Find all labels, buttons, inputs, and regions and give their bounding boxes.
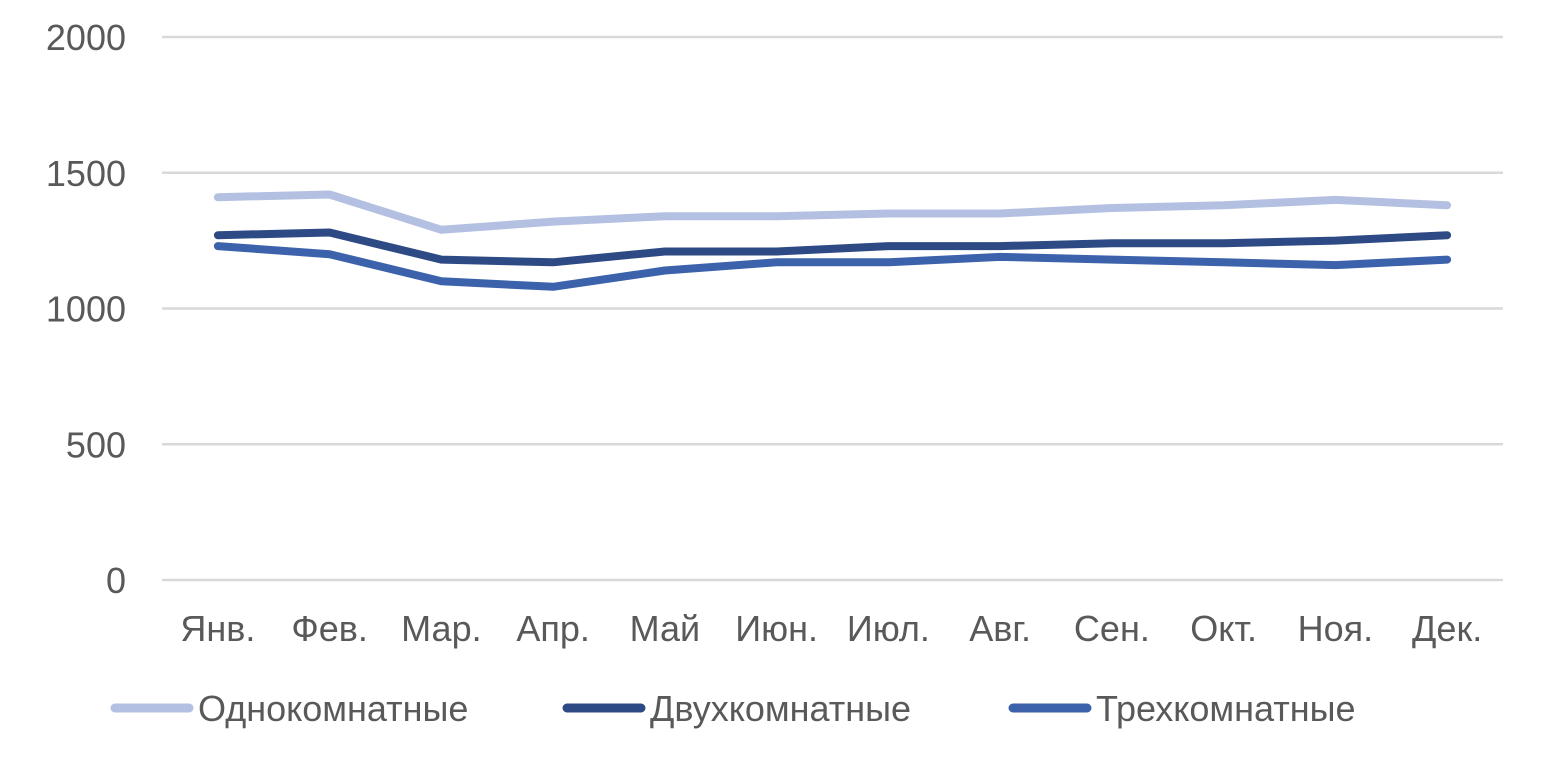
series-line-3 <box>213 242 1452 291</box>
y-tick-label: 500 <box>66 424 126 465</box>
x-tick-label: Фев. <box>291 608 368 649</box>
legend: Однокомнатные Двухкомнатные Трехкомнатные <box>110 688 1356 729</box>
y-tick-label: 0 <box>106 560 126 601</box>
x-tick-label: Дек. <box>1412 608 1482 649</box>
x-tick-label: Мар. <box>401 608 481 649</box>
x-tick-label: Июл. <box>847 608 930 649</box>
series-line-2 <box>213 228 1452 267</box>
x-tick-label: Май <box>630 608 701 649</box>
x-tick-label: Окт. <box>1190 608 1257 649</box>
x-tick-label: Апр. <box>516 608 590 649</box>
x-tick-label: Авг. <box>969 608 1031 649</box>
y-tick-label: 1500 <box>46 153 126 194</box>
x-axis-tick-labels: Янв. Фев. Мар. Апр. Май Июн. Июл. Авг. Сен. Окт. Н… <box>180 608 1482 649</box>
legend-label-1: Однокомнатные <box>198 688 468 729</box>
series-line-1 <box>213 190 1452 234</box>
series-lines <box>213 190 1452 291</box>
gridlines <box>162 35 1503 582</box>
y-axis-tick-labels: 0 500 1000 1500 2000 <box>46 17 126 601</box>
x-tick-label: Июн. <box>735 608 818 649</box>
y-tick-label: 1000 <box>46 289 126 330</box>
x-tick-label: Ноя. <box>1298 608 1374 649</box>
legend-label-3: Трехкомнатные <box>1096 688 1356 729</box>
x-tick-label: Сен. <box>1074 608 1150 649</box>
legend-label-2: Двухкомнатные <box>650 688 911 729</box>
x-tick-label: Янв. <box>180 608 255 649</box>
y-tick-label: 2000 <box>46 17 126 58</box>
